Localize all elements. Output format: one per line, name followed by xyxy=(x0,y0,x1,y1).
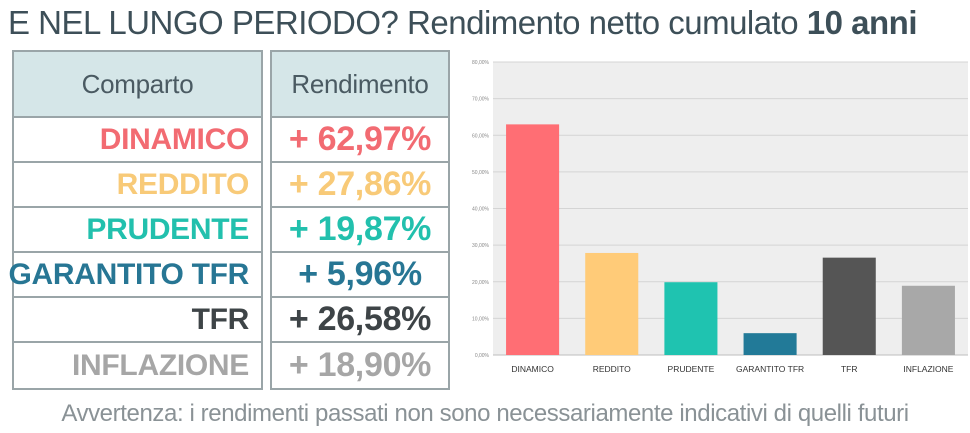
page-title: E NEL LUNGO PERIODO? Rendimento netto cu… xyxy=(8,2,963,44)
x-tick-label: INFLAZIONE xyxy=(903,364,953,374)
rendimento-column: Rendimento + 62,97% + 27,86% + 19,87% + … xyxy=(270,50,450,390)
row-name-inflazione: INFLAZIONE xyxy=(72,348,249,382)
disclaimer-text: Avvertenza: i rendimenti passati non son… xyxy=(61,400,909,427)
y-tick-label: 60,00% xyxy=(472,133,490,139)
bar-chart: 0,00% 10,00% 20,00% 30,00% 40,00% 50,00% 60,00… xyxy=(465,52,970,382)
row-value-garantito-tfr: + 5,96% xyxy=(272,253,448,298)
bar-garantito-tfr xyxy=(743,333,797,355)
x-tick-label: REDDITO xyxy=(593,364,631,374)
bar-reddito xyxy=(585,252,639,355)
title-main: E NEL LUNGO PERIODO? Rendimento netto cu… xyxy=(8,4,807,41)
row-value-dinamico: + 62,97% xyxy=(272,118,448,163)
x-tick-label: TFR xyxy=(841,364,858,374)
row-name-garantito-tfr: GARANTITO TFR xyxy=(8,253,261,298)
bar-tfr xyxy=(822,257,876,355)
row-name-tfr: TFR xyxy=(14,298,261,343)
x-tick-label: PRUDENTE xyxy=(668,364,715,374)
bar-prudente xyxy=(664,282,718,355)
row-value-prudente: + 19,87% xyxy=(272,208,448,253)
header-rendimento: Rendimento xyxy=(272,52,448,118)
y-tick-label: 20,00% xyxy=(472,280,490,286)
bar-chart-svg: 0,00% 10,00% 20,00% 30,00% 40,00% 50,00% 60,00… xyxy=(472,60,968,374)
header-comparto: Comparto xyxy=(14,52,261,118)
comparto-column: Comparto DINAMICO REDDITO PRUDENTE GARAN… xyxy=(8,50,263,390)
row-value-tfr: + 26,58% xyxy=(272,298,448,343)
y-tick-label: 70,00% xyxy=(472,97,490,103)
row-value-inflazione: + 18,90% xyxy=(288,346,432,384)
y-tick-label: 0,00% xyxy=(475,353,490,359)
x-tick-label: DINAMICO xyxy=(511,364,554,374)
y-tick-label: 50,00% xyxy=(472,170,490,176)
y-tick-label: 10,00% xyxy=(472,316,490,322)
row-name-dinamico: DINAMICO xyxy=(14,118,261,163)
x-tick-label: GARANTITO TFR xyxy=(736,364,804,374)
bar-inflazione xyxy=(901,285,955,355)
row-value-reddito: + 27,86% xyxy=(272,163,448,208)
title-bold: 10 anni xyxy=(806,4,918,41)
y-tick-label: 30,00% xyxy=(472,243,490,249)
y-tick-label: 80,00% xyxy=(472,60,490,66)
bar-dinamico xyxy=(506,124,560,355)
row-name-reddito: REDDITO xyxy=(14,163,261,208)
y-tick-label: 40,00% xyxy=(472,207,490,213)
row-name-prudente: PRUDENTE xyxy=(14,208,261,253)
